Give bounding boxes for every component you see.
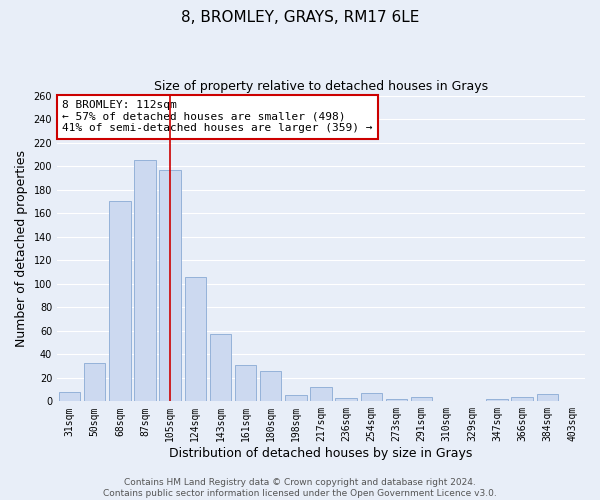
- Bar: [134, 160, 156, 402]
- Bar: [210, 334, 231, 402]
- Text: 8, BROMLEY, GRAYS, RM17 6LE: 8, BROMLEY, GRAYS, RM17 6LE: [181, 10, 419, 25]
- Bar: [310, 387, 332, 402]
- Bar: [361, 393, 382, 402]
- Bar: [536, 394, 558, 402]
- Bar: [109, 202, 131, 402]
- Bar: [487, 399, 508, 402]
- Text: Contains HM Land Registry data © Crown copyright and database right 2024.
Contai: Contains HM Land Registry data © Crown c…: [103, 478, 497, 498]
- Y-axis label: Number of detached properties: Number of detached properties: [15, 150, 28, 347]
- Bar: [160, 170, 181, 402]
- Bar: [235, 365, 256, 402]
- Bar: [511, 396, 533, 402]
- Bar: [59, 392, 80, 402]
- Bar: [260, 371, 281, 402]
- X-axis label: Distribution of detached houses by size in Grays: Distribution of detached houses by size …: [169, 447, 473, 460]
- Bar: [84, 362, 106, 402]
- Bar: [411, 396, 432, 402]
- Bar: [335, 398, 357, 402]
- Bar: [386, 399, 407, 402]
- Bar: [285, 396, 307, 402]
- Bar: [185, 276, 206, 402]
- Title: Size of property relative to detached houses in Grays: Size of property relative to detached ho…: [154, 80, 488, 93]
- Text: 8 BROMLEY: 112sqm
← 57% of detached houses are smaller (498)
41% of semi-detache: 8 BROMLEY: 112sqm ← 57% of detached hous…: [62, 100, 373, 134]
